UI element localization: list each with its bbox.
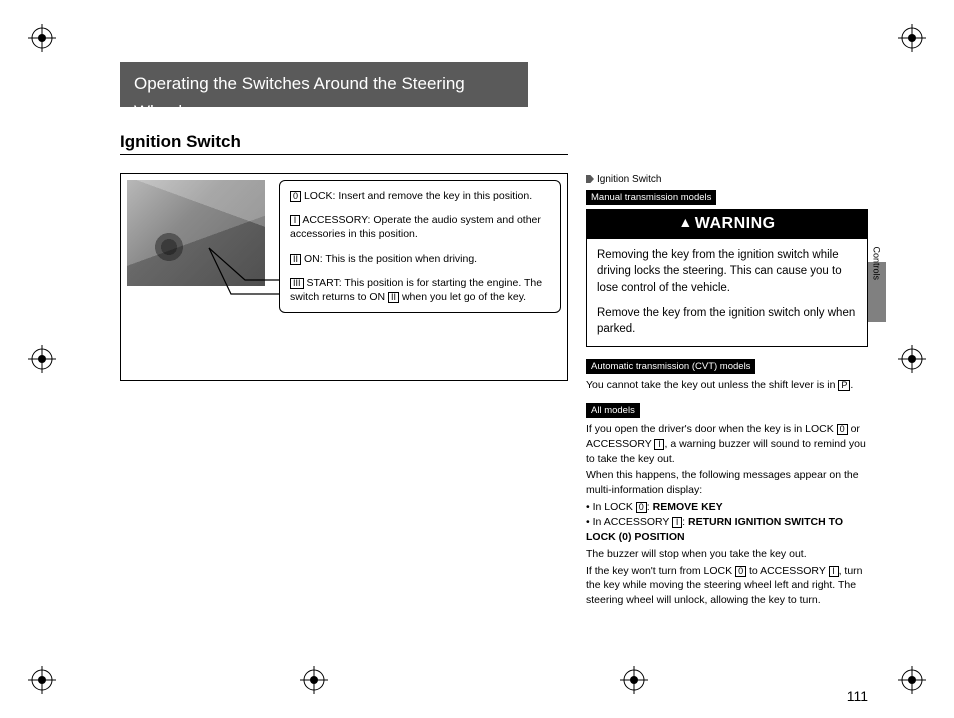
crop-mark-icon xyxy=(898,24,926,52)
crop-mark-icon xyxy=(28,666,56,694)
position-start: III START: This position is for starting… xyxy=(290,276,550,304)
page-content: Operating the Switches Around the Steeri… xyxy=(120,62,868,662)
position-lock: 0 LOCK: Insert and remove the key in thi… xyxy=(290,189,550,203)
figure-column: 0 LOCK: Insert and remove the key in thi… xyxy=(120,173,568,618)
crop-mark-icon xyxy=(898,345,926,373)
callout-box: 0 LOCK: Insert and remove the key in thi… xyxy=(279,180,561,313)
warning-triangle-icon: ▲ xyxy=(678,214,692,230)
message-list: In LOCK 0: REMOVE KEY In ACCESSORY I: RE… xyxy=(586,500,868,545)
position-glyph: II xyxy=(388,292,399,303)
list-item: In ACCESSORY I: RETURN IGNITION SWITCH T… xyxy=(586,515,868,544)
position-glyph: III xyxy=(290,278,304,289)
position-glyph: 0 xyxy=(735,566,746,577)
warning-header: ▲WARNING xyxy=(587,210,867,238)
model-tag-manual: Manual transmission models xyxy=(586,190,716,205)
cvt-block: Automatic transmission (CVT) models You … xyxy=(586,359,868,393)
crop-mark-icon xyxy=(28,24,56,52)
model-tag-cvt: Automatic transmission (CVT) models xyxy=(586,359,755,374)
position-glyph: I xyxy=(672,517,682,528)
warning-box: ▲WARNING Removing the key from the ignit… xyxy=(586,209,868,347)
sidebar-ref-label: Ignition Switch xyxy=(586,173,868,187)
crop-mark-icon xyxy=(898,666,926,694)
position-glyph: 0 xyxy=(636,502,647,513)
position-glyph: 0 xyxy=(290,191,301,202)
model-tag-all: All models xyxy=(586,403,640,418)
section-thumb-label: Controls xyxy=(872,246,882,280)
section-heading: Ignition Switch xyxy=(120,132,568,155)
position-on: II ON: This is the position when driving… xyxy=(290,252,550,266)
position-glyph: 0 xyxy=(837,424,848,435)
position-glyph: I xyxy=(290,215,300,226)
crop-mark-icon xyxy=(28,345,56,373)
position-glyph: I xyxy=(654,439,664,450)
ignition-switch-photo xyxy=(127,180,265,286)
position-glyph: I xyxy=(829,566,839,577)
position-accessory: I ACCESSORY: Operate the audio system an… xyxy=(290,213,550,241)
crop-mark-icon xyxy=(620,666,648,694)
crop-mark-icon xyxy=(300,666,328,694)
figure-box: 0 LOCK: Insert and remove the key in thi… xyxy=(120,173,568,381)
sidebar-column: Ignition Switch Manual transmission mode… xyxy=(586,173,868,618)
park-glyph: P xyxy=(838,380,850,391)
chapter-header: Operating the Switches Around the Steeri… xyxy=(120,62,528,107)
warning-text: Remove the key from the ignition switch … xyxy=(597,305,857,338)
list-item: In LOCK 0: REMOVE KEY xyxy=(586,500,868,515)
all-models-block: All models If you open the driver's door… xyxy=(586,403,868,608)
warning-text: Removing the key from the ignition switc… xyxy=(597,247,857,297)
position-glyph: II xyxy=(290,254,301,265)
page-number: 111 xyxy=(847,688,868,704)
